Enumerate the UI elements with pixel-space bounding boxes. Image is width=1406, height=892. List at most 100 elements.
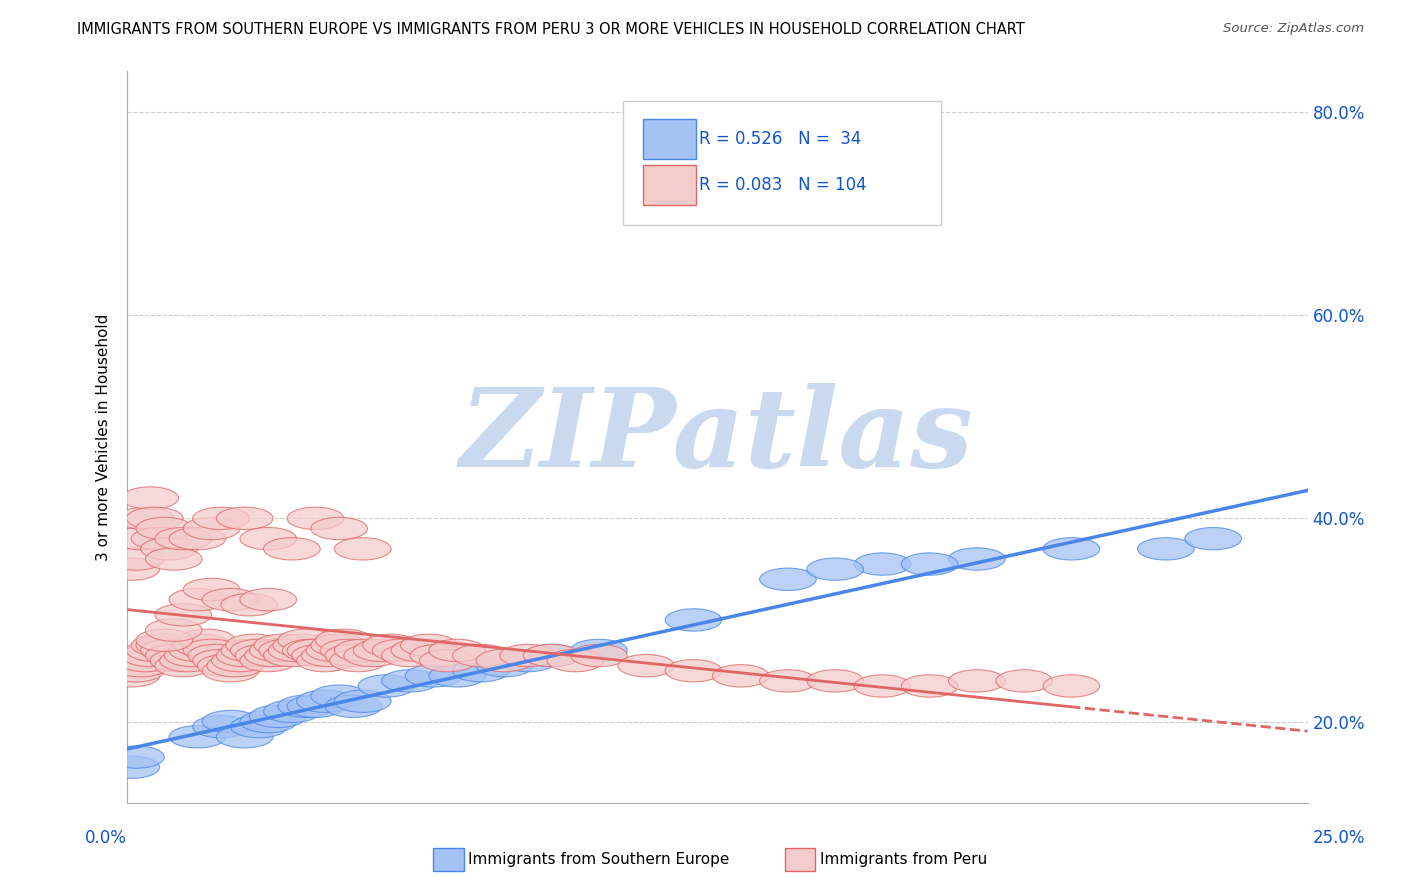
Ellipse shape [197,655,254,677]
Ellipse shape [145,548,202,570]
FancyBboxPatch shape [623,101,942,225]
Text: ZIPatlas: ZIPatlas [460,384,974,491]
Ellipse shape [311,634,367,657]
Ellipse shape [183,578,240,600]
Ellipse shape [259,640,315,662]
Ellipse shape [297,649,353,672]
Ellipse shape [499,649,557,672]
Text: 25.0%: 25.0% [1312,829,1365,847]
Ellipse shape [263,538,321,560]
Ellipse shape [335,640,391,662]
Ellipse shape [335,690,391,713]
Ellipse shape [429,665,485,687]
Ellipse shape [240,589,297,611]
Ellipse shape [713,665,769,687]
Ellipse shape [249,706,307,728]
Ellipse shape [240,527,297,549]
Ellipse shape [363,634,419,657]
Ellipse shape [301,644,359,666]
Ellipse shape [141,640,197,662]
Ellipse shape [307,640,363,662]
Ellipse shape [287,508,344,530]
Ellipse shape [226,634,283,657]
Ellipse shape [122,487,179,509]
Ellipse shape [183,517,240,540]
Ellipse shape [245,644,301,666]
Ellipse shape [103,756,160,779]
Ellipse shape [419,649,477,672]
Ellipse shape [523,644,581,666]
Ellipse shape [617,655,675,677]
Ellipse shape [155,655,211,677]
Ellipse shape [321,640,377,662]
Text: Immigrants from Southern Europe: Immigrants from Southern Europe [468,853,730,867]
Ellipse shape [405,665,463,687]
Ellipse shape [311,685,367,707]
Ellipse shape [131,634,188,657]
Ellipse shape [108,659,165,681]
Ellipse shape [217,644,273,666]
Text: 0.0%: 0.0% [84,829,127,847]
Ellipse shape [853,553,911,575]
Ellipse shape [325,644,381,666]
Ellipse shape [901,553,957,575]
Ellipse shape [665,659,721,681]
Ellipse shape [136,517,193,540]
Ellipse shape [278,629,335,651]
Ellipse shape [221,593,278,615]
Ellipse shape [193,715,249,738]
Ellipse shape [169,527,226,549]
Ellipse shape [1185,527,1241,549]
Ellipse shape [127,508,183,530]
Ellipse shape [273,634,329,657]
Ellipse shape [1043,675,1099,698]
Ellipse shape [344,644,401,666]
Ellipse shape [231,640,287,662]
Ellipse shape [571,644,627,666]
Ellipse shape [112,527,169,549]
Y-axis label: 3 or more Vehicles in Household: 3 or more Vehicles in Household [96,313,111,561]
Ellipse shape [287,640,344,662]
Ellipse shape [477,655,533,677]
Ellipse shape [391,640,447,662]
Ellipse shape [453,659,509,681]
Ellipse shape [235,644,292,666]
Text: Immigrants from Peru: Immigrants from Peru [820,853,987,867]
Ellipse shape [263,700,321,723]
Ellipse shape [169,640,226,662]
Ellipse shape [211,649,269,672]
Ellipse shape [193,508,249,530]
Ellipse shape [283,640,339,662]
Ellipse shape [949,548,1005,570]
Ellipse shape [217,508,273,530]
Ellipse shape [179,629,235,651]
Ellipse shape [499,644,557,666]
Ellipse shape [117,649,174,672]
Text: Source: ZipAtlas.com: Source: ZipAtlas.com [1223,22,1364,36]
Ellipse shape [453,644,509,666]
Ellipse shape [325,695,381,717]
Ellipse shape [174,634,231,657]
Ellipse shape [807,558,863,581]
Ellipse shape [155,527,211,549]
Ellipse shape [240,649,297,672]
Ellipse shape [136,629,193,651]
Ellipse shape [145,619,202,641]
Ellipse shape [853,675,911,698]
Ellipse shape [117,508,174,530]
Ellipse shape [315,629,373,651]
Ellipse shape [759,568,817,591]
Ellipse shape [381,644,439,666]
Ellipse shape [335,538,391,560]
Ellipse shape [278,695,335,717]
Ellipse shape [249,640,307,662]
Text: IMMIGRANTS FROM SOUTHERN EUROPE VS IMMIGRANTS FROM PERU 3 OR MORE VEHICLES IN HO: IMMIGRANTS FROM SOUTHERN EUROPE VS IMMIG… [77,22,1025,37]
Ellipse shape [207,655,263,677]
Ellipse shape [311,517,367,540]
Ellipse shape [411,644,467,666]
Ellipse shape [141,538,197,560]
Ellipse shape [287,695,344,717]
Ellipse shape [949,670,1005,692]
Ellipse shape [112,655,169,677]
Ellipse shape [103,665,160,687]
